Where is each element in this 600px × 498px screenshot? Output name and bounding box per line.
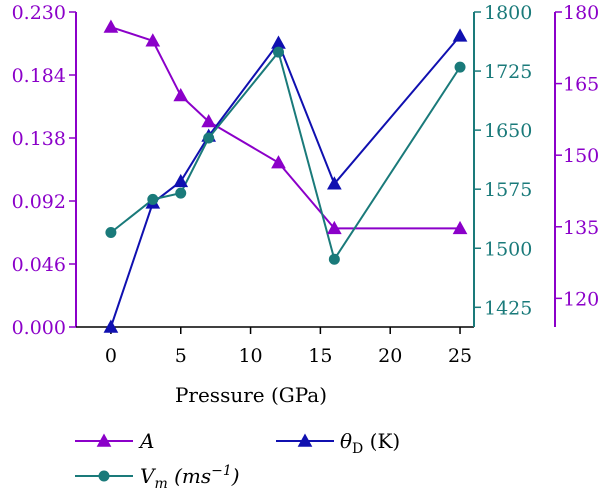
left-tick-label: 0.000 <box>12 317 66 339</box>
x-tick-label: 20 <box>378 345 402 367</box>
data-point-series-2 <box>328 253 340 265</box>
right2-tick-label: 135 <box>563 217 599 239</box>
right2-tick-label: 165 <box>563 74 599 96</box>
legend-label: A <box>138 429 154 453</box>
legend-marker <box>297 433 313 447</box>
data-point-series-0 <box>327 220 342 235</box>
right1-tick-label: 1725 <box>484 61 532 83</box>
x-tick-label: 10 <box>238 345 262 367</box>
data-point-series-1 <box>271 35 286 49</box>
series-markers <box>103 19 468 333</box>
data-point-series-1 <box>173 173 189 188</box>
data-point-series-1 <box>452 28 468 42</box>
data-point-series-2 <box>105 227 117 238</box>
right2-tick-label: 150 <box>563 145 599 167</box>
x-tick-label: 0 <box>105 345 117 367</box>
left-tick-label: 0.092 <box>12 191 66 213</box>
data-point-series-0 <box>452 220 468 235</box>
right1-tick-label: 1500 <box>484 238 532 260</box>
left-tick-label: 0.230 <box>12 2 66 24</box>
x-tick-label: 5 <box>175 345 187 367</box>
data-point-series-0 <box>173 88 189 102</box>
right1-tick-label: 1425 <box>484 297 532 319</box>
axis-labels: Pressure (GPa) <box>175 383 327 407</box>
data-point-series-2 <box>147 193 159 205</box>
data-point-series-0 <box>103 19 119 33</box>
data-point-series-2 <box>454 61 466 73</box>
series-lines <box>109 26 461 328</box>
right1-tick-label: 1575 <box>484 179 532 201</box>
data-point-series-1 <box>103 319 119 333</box>
right2-tick-label: 120 <box>563 288 599 310</box>
data-point-series-0 <box>271 155 286 169</box>
data-point-series-1 <box>327 176 342 190</box>
data-point-series-0 <box>201 114 217 128</box>
left-tick-label: 0.184 <box>12 65 66 87</box>
left-tick-label: 0.138 <box>12 128 66 150</box>
x-axis-title: Pressure (GPa) <box>175 383 327 407</box>
right1-tick-label: 1800 <box>484 2 532 24</box>
x-tick-label: 25 <box>448 345 472 367</box>
data-point-series-2 <box>272 46 284 58</box>
data-point-series-2 <box>175 187 187 199</box>
right2-tick-label: 180 <box>563 2 599 24</box>
left-tick-label: 0.046 <box>12 254 66 276</box>
axes-group: 0 5 10 15 20 25 0.000 0.046 0.092 0.138 0.184 0.230… <box>12 2 600 367</box>
legend-marker <box>98 470 110 482</box>
legend-marker <box>96 433 112 447</box>
right1-tick-label: 1650 <box>484 120 532 142</box>
legend-label: θD (K) <box>340 429 400 457</box>
x-tick-label: 15 <box>308 345 332 367</box>
legend-label: Vm (ms−1) <box>140 463 240 492</box>
data-point-series-0 <box>145 33 161 47</box>
series-line-0 <box>110 26 461 230</box>
data-point-series-2 <box>203 132 215 144</box>
